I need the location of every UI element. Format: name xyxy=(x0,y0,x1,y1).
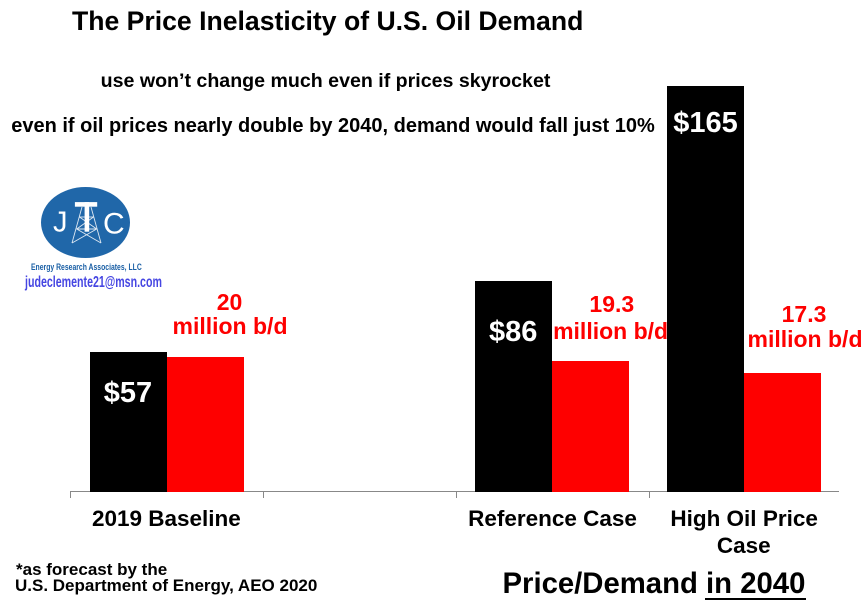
svg-text:J: J xyxy=(53,207,68,239)
svg-text:C: C xyxy=(103,208,125,241)
